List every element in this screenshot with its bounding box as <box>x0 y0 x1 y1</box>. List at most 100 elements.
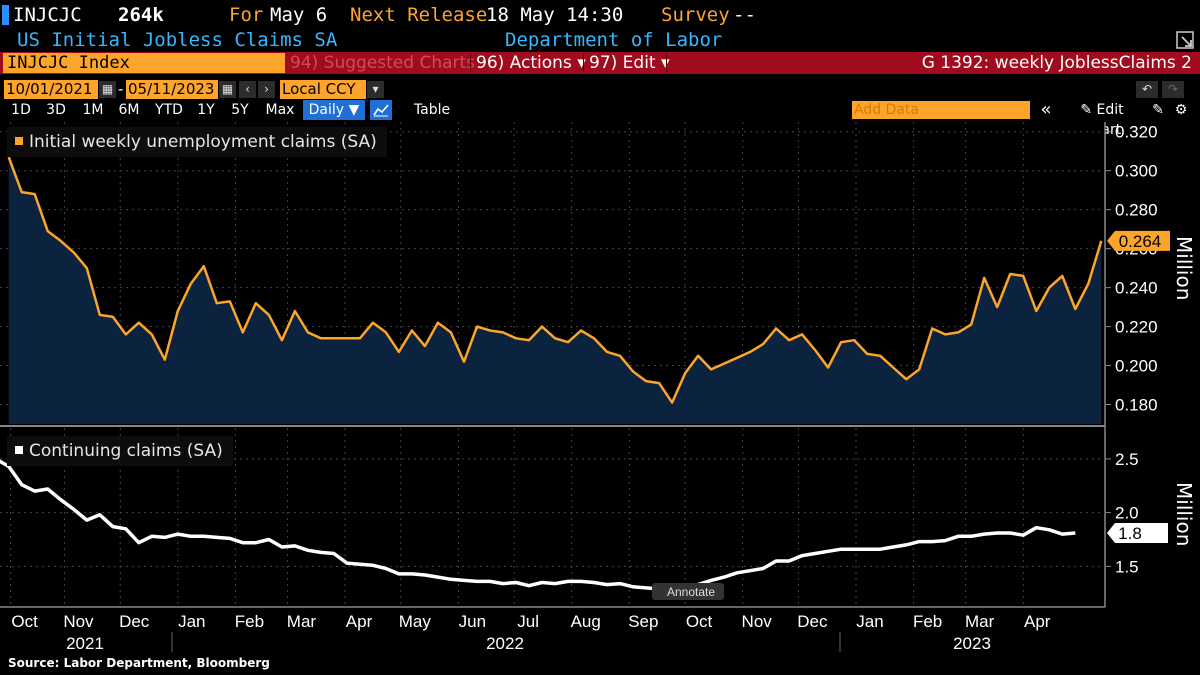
survey-value: -- <box>733 4 756 26</box>
period-ytd[interactable]: YTD <box>155 102 183 118</box>
period-6m[interactable]: 6M <box>118 102 140 118</box>
month-tick-label: Feb <box>235 612 264 631</box>
annotate-button <box>652 583 724 600</box>
edit-chart-button[interactable]: ✎ Edit Chart <box>1060 100 1144 138</box>
end-date-input[interactable]: 05/11/2023 <box>126 80 218 99</box>
gear-icon[interactable]: ⚙ <box>1174 102 1188 118</box>
period-1y[interactable]: 1Y <box>197 102 215 118</box>
y-tick-label: 2.0 <box>1115 504 1139 523</box>
month-tick-label: Jun <box>459 612 486 631</box>
for-label: For <box>229 4 264 26</box>
month-tick-label: Dec <box>119 612 150 631</box>
next-release-label: Next Release <box>350 4 488 26</box>
frequency-label: Daily <box>308 102 345 118</box>
month-tick-label: Nov <box>742 612 773 631</box>
prev-period-icon[interactable]: ‹ <box>239 81 256 98</box>
month-tick-label: Mar <box>287 612 317 631</box>
dropdown-arrow-icon: ▼ <box>348 102 360 118</box>
month-tick-label: Apr <box>346 612 373 631</box>
year-tick-label: 2022 <box>486 634 524 652</box>
popout-icon[interactable] <box>1176 31 1194 49</box>
dropdown-arrow-icon: ▾ <box>577 53 586 73</box>
period-bar: 1D 3D 1M 6M YTD 1Y 5Y Max Daily ▼ Table … <box>0 99 1200 139</box>
month-tick-label: May <box>399 612 432 631</box>
suggested-charts-button[interactable]: 94) Suggested Charts <box>290 53 476 73</box>
y-axis-unit-bottom: Million <box>1172 482 1196 547</box>
security-title: US Initial Jobless Claims SA <box>17 29 338 51</box>
legend-swatch <box>15 137 23 145</box>
y-tick-label: 1.5 <box>1115 557 1139 576</box>
actions-label: 96) Actions <box>476 53 572 73</box>
edit-label: 97) Edit <box>589 53 656 73</box>
date-separator: - <box>118 80 124 98</box>
security-marker <box>2 5 9 25</box>
chevron-down-icon[interactable]: ▾ <box>367 81 384 98</box>
last-value-tag <box>1107 230 1170 251</box>
frequency-select[interactable]: Daily ▼ <box>303 100 365 120</box>
next-release-date: 18 May 14:30 <box>486 4 624 26</box>
legend-label: Initial weekly unemployment claims (SA) <box>29 132 377 152</box>
title-row: US Initial Jobless Claims SA Department … <box>0 29 1200 51</box>
redo-icon[interactable]: ↷ <box>1162 81 1184 98</box>
y-tick-label: 0.220 <box>1115 318 1158 337</box>
period-5y[interactable]: 5Y <box>231 102 249 118</box>
add-data-input[interactable]: Add Data <box>852 101 1030 119</box>
next-period-icon[interactable]: › <box>258 81 275 98</box>
pencil-icon: ✎ <box>1080 102 1093 118</box>
y-tick-label: 0.300 <box>1115 162 1158 181</box>
currency-select[interactable]: Local CCY <box>280 80 366 99</box>
chart-id: G 1392: weekly JoblessClaims 2 <box>921 53 1192 73</box>
month-tick-label: Jan <box>856 612 883 631</box>
pencil-icon[interactable]: ✎ <box>1152 102 1164 118</box>
chart-area: Oct Nov Dec Jan Feb Mar Apr May Jun Jul Aug Sep Oct N… <box>0 122 1200 656</box>
year-tick-label: 2023 <box>953 634 991 652</box>
last-value-tag <box>1107 523 1168 544</box>
month-tick-label: Mar <box>965 612 995 631</box>
security-header: INJCJC 264k For May 6 Next Release 18 Ma… <box>0 0 1200 29</box>
index-field[interactable]: INJCJC Index <box>3 53 285 73</box>
y-axis-unit-top: Million <box>1172 236 1196 301</box>
month-tick-label: Jan <box>178 612 205 631</box>
last-value: 264k <box>118 4 164 26</box>
continuing-claims-line <box>0 459 1076 591</box>
y-tick-label: 0.240 <box>1115 279 1158 298</box>
command-bar: INJCJC Index 94) Suggested Charts 96) Ac… <box>0 52 1200 74</box>
collapse-icon[interactable]: « <box>1040 99 1052 120</box>
y-tick-label: 2.5 <box>1115 450 1139 469</box>
legend-label: Continuing claims (SA) <box>29 441 223 461</box>
ticker[interactable]: INJCJC <box>13 4 82 26</box>
period-max[interactable]: Max <box>265 102 295 118</box>
undo-icon[interactable]: ↶ <box>1136 81 1158 98</box>
calendar-icon[interactable]: ▦ <box>99 81 116 98</box>
month-tick-label: Apr <box>1024 612 1051 631</box>
y-tick-label: 0.280 <box>1115 201 1158 220</box>
calendar-icon[interactable]: ▦ <box>219 81 236 98</box>
actions-menu[interactable]: 96) Actions ▾ <box>476 52 586 74</box>
month-tick-label: Nov <box>63 612 94 631</box>
last-value-label: 1.8 <box>1118 524 1142 543</box>
month-tick-label: Sep <box>628 612 658 631</box>
month-tick-label: Dec <box>797 612 828 631</box>
legend-continuing-claims: Continuing claims (SA) <box>7 436 233 466</box>
initial-claims-area <box>8 157 1102 424</box>
y-tick-label: 0.200 <box>1115 357 1158 376</box>
period-1d[interactable]: 1D <box>11 102 31 118</box>
source-agency: Department of Labor <box>505 29 723 51</box>
table-button[interactable]: Table <box>413 102 451 118</box>
last-value-label: 0.264 <box>1119 232 1162 251</box>
period-3d[interactable]: 3D <box>46 102 66 118</box>
month-tick-label: Jul <box>517 612 539 631</box>
period-1m[interactable]: 1M <box>82 102 104 118</box>
annotate-label: Annotate <box>667 585 715 599</box>
month-tick-label: Aug <box>571 612 601 631</box>
edit-menu[interactable]: 97) Edit ▾ <box>589 52 670 74</box>
y-tick-label: 0.320 <box>1115 123 1158 142</box>
legend-swatch <box>15 446 23 454</box>
month-tick-label: Feb <box>913 612 942 631</box>
year-tick-label: 2021 <box>66 634 104 652</box>
chart-svg: Oct Nov Dec Jan Feb Mar Apr May Jun Jul Aug Sep Oct N… <box>0 122 1170 653</box>
date-range-bar: 10/01/2021 ▦ - 05/11/2023 ▦ ‹ › Local CC… <box>0 80 1200 100</box>
line-chart-icon[interactable] <box>370 100 392 120</box>
start-date-input[interactable]: 10/01/2021 <box>4 80 98 99</box>
survey-label: Survey <box>661 4 730 26</box>
